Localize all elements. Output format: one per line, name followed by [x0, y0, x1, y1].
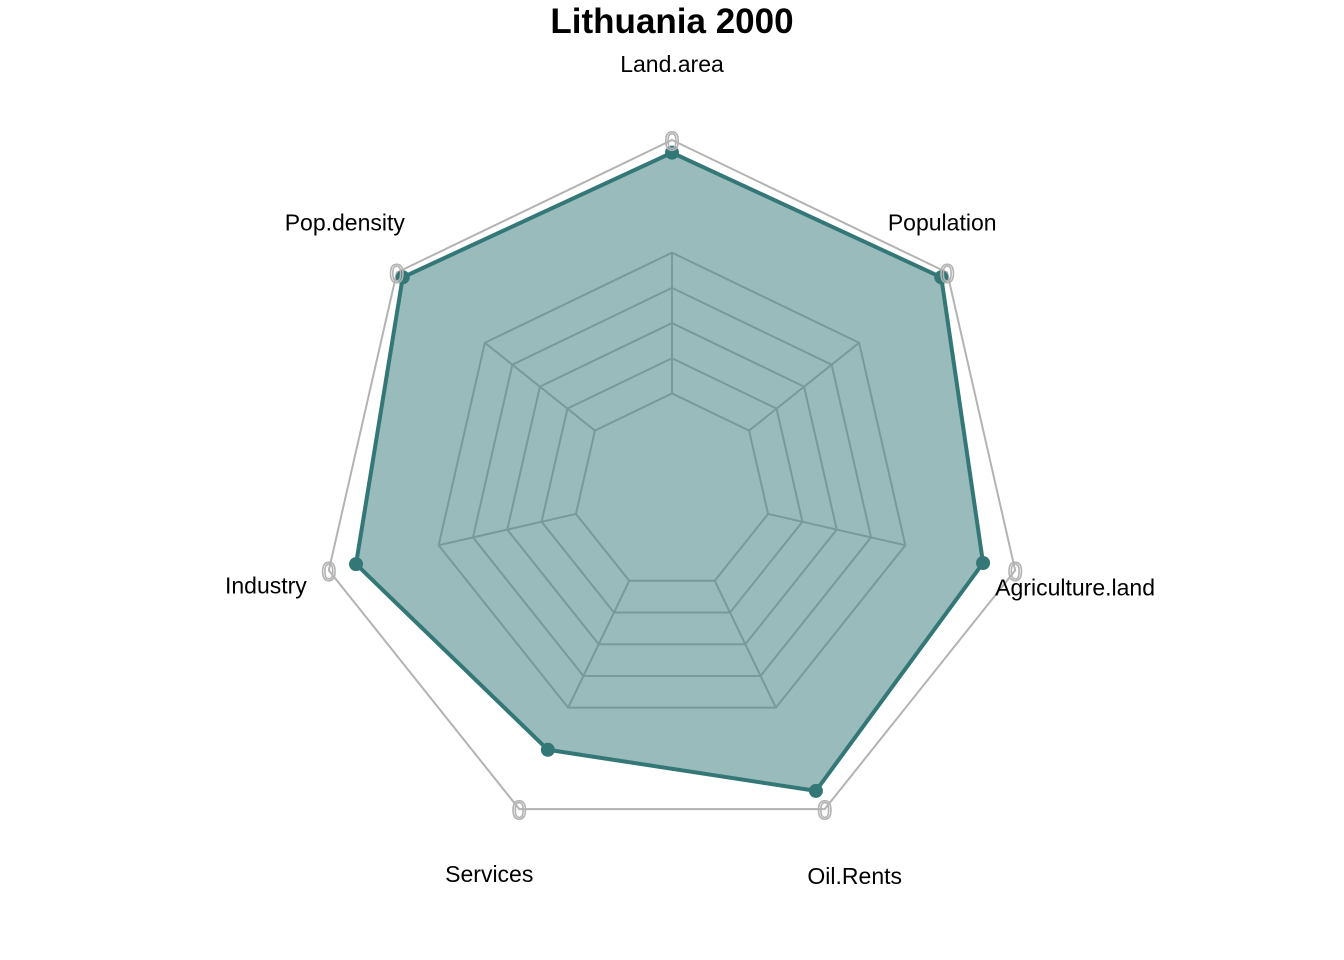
grid-spoke — [438, 512, 577, 547]
grid-ring — [471, 286, 873, 677]
outer-ring-polygon — [327, 138, 1017, 811]
axis-label-oil-rents: Oil.Rents — [807, 863, 902, 889]
outer-tick-label: 0 — [322, 556, 336, 586]
outer-tick-labels: 0 0 0 0 0 0 0 — [321, 125, 1023, 826]
grid-spoke — [713, 580, 777, 709]
axis-labels: Land.area Population Agriculture.land Oil.R… — [225, 51, 1155, 889]
grid-ring — [540, 357, 804, 614]
outer-ring — [327, 138, 1017, 811]
series-point — [395, 270, 410, 285]
axis-label-land-area: Land.area — [620, 51, 724, 77]
axis-label-population: Population — [888, 210, 997, 236]
grid-ring — [574, 392, 770, 582]
outer-tick-label: 0 — [665, 126, 679, 156]
grid-spoke — [748, 341, 860, 432]
series-point — [665, 145, 679, 160]
axis-label-services: Services — [445, 861, 533, 887]
series-polygon — [354, 150, 986, 793]
series-point — [349, 557, 364, 572]
series-point — [540, 742, 555, 757]
series-area — [354, 150, 986, 793]
series-point — [976, 555, 991, 570]
grid-spoke — [484, 341, 596, 432]
chart-title: Lithuania 2000 — [550, 2, 793, 41]
series-points — [349, 145, 991, 798]
outer-tick-label: 0 — [817, 795, 831, 825]
axis-label-industry: Industry — [225, 572, 307, 598]
series-point — [934, 270, 949, 285]
grid-ring — [506, 321, 838, 646]
axis-label-pop-density: Pop.density — [285, 210, 406, 236]
outer-tick-label: 0 — [940, 259, 954, 289]
axis-label-agriculture-land: Agriculture.land — [995, 574, 1155, 600]
grid-spoke — [567, 580, 631, 709]
outer-tick-label: 0 — [1008, 556, 1022, 586]
outer-tick-label: 0 — [512, 795, 526, 825]
grid-web — [437, 251, 907, 709]
grid-spoke — [767, 512, 906, 547]
outer-tick-label: 0 — [390, 259, 404, 289]
grid-ring — [437, 251, 907, 709]
series-point — [808, 783, 823, 798]
